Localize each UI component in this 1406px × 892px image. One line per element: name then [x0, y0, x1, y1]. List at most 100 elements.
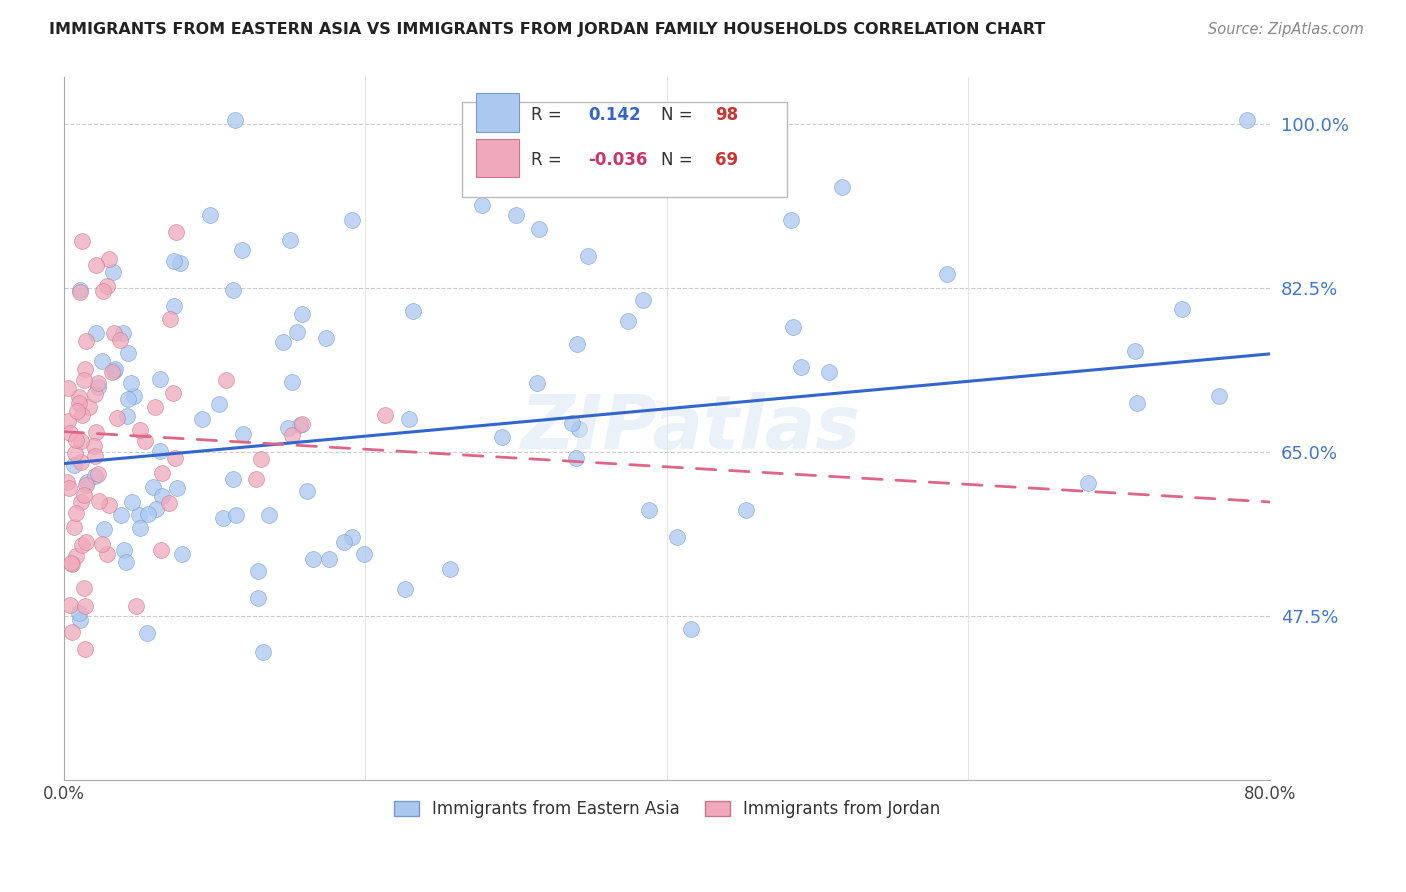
- Immigrants from Jordan: [69, 455, 91, 469]
- Immigrants from Eastern Asia: [340, 213, 363, 227]
- Immigrants from Eastern Asia: [576, 249, 599, 263]
- Immigrants from Eastern Asia: [111, 326, 134, 340]
- Immigrants from Eastern Asia: [617, 314, 640, 328]
- Immigrants from Eastern Asia: [212, 510, 235, 524]
- Immigrants from Jordan: [60, 624, 83, 639]
- Immigrants from Jordan: [143, 400, 166, 414]
- Immigrants from Jordan: [84, 387, 107, 401]
- Immigrants from Eastern Asia: [568, 422, 591, 436]
- Immigrants from Eastern Asia: [114, 556, 136, 570]
- Immigrants from Eastern Asia: [83, 469, 105, 483]
- Immigrants from Eastern Asia: [90, 354, 112, 368]
- Immigrants from Eastern Asia: [935, 267, 957, 281]
- Immigrants from Eastern Asia: [471, 198, 494, 212]
- Immigrants from Jordan: [96, 278, 118, 293]
- Immigrants from Eastern Asia: [232, 426, 254, 441]
- Immigrants from Eastern Asia: [67, 606, 90, 620]
- Immigrants from Eastern Asia: [172, 547, 194, 561]
- Immigrants from Eastern Asia: [163, 299, 186, 313]
- Immigrants from Jordan: [166, 225, 188, 239]
- Immigrants from Eastern Asia: [163, 254, 186, 268]
- Immigrants from Eastern Asia: [782, 319, 804, 334]
- Immigrants from Eastern Asia: [831, 179, 853, 194]
- Immigrants from Jordan: [59, 599, 82, 613]
- Immigrants from Eastern Asia: [149, 443, 172, 458]
- Immigrants from Jordan: [67, 395, 90, 409]
- Immigrants from Jordan: [70, 235, 93, 249]
- Immigrants from Eastern Asia: [1077, 475, 1099, 490]
- Immigrants from Jordan: [65, 507, 87, 521]
- Immigrants from Eastern Asia: [333, 535, 356, 549]
- Immigrants from Eastern Asia: [818, 365, 841, 379]
- Immigrants from Eastern Asia: [246, 564, 269, 578]
- Immigrants from Jordan: [245, 471, 267, 485]
- Immigrants from Jordan: [134, 434, 156, 449]
- Immigrants from Eastern Asia: [565, 337, 588, 351]
- Text: N =: N =: [661, 105, 693, 124]
- Immigrants from Jordan: [59, 425, 82, 440]
- Immigrants from Eastern Asia: [666, 530, 689, 544]
- Immigrants from Jordan: [98, 498, 121, 512]
- Immigrants from Eastern Asia: [1123, 343, 1146, 358]
- Immigrants from Eastern Asia: [120, 376, 142, 391]
- Immigrants from Jordan: [84, 258, 107, 272]
- Immigrants from Eastern Asia: [679, 622, 702, 636]
- Immigrants from Eastern Asia: [439, 562, 461, 576]
- Immigrants from Eastern Asia: [86, 380, 108, 394]
- Immigrants from Jordan: [89, 493, 111, 508]
- Immigrants from Eastern Asia: [505, 208, 527, 222]
- Immigrants from Eastern Asia: [128, 508, 150, 523]
- Immigrants from Jordan: [291, 417, 314, 431]
- Immigrants from Eastern Asia: [138, 507, 160, 521]
- Immigrants from Eastern Asia: [103, 364, 125, 378]
- Immigrants from Eastern Asia: [101, 265, 124, 279]
- Immigrants from Eastern Asia: [1126, 396, 1149, 410]
- Immigrants from Jordan: [58, 381, 80, 395]
- Text: Source: ZipAtlas.com: Source: ZipAtlas.com: [1208, 22, 1364, 37]
- Immigrants from Jordan: [101, 365, 124, 379]
- Immigrants from Eastern Asia: [288, 418, 311, 433]
- Immigrants from Eastern Asia: [122, 389, 145, 403]
- Immigrants from Jordan: [62, 520, 84, 534]
- Immigrants from Jordan: [150, 543, 173, 558]
- Immigrants from Eastern Asia: [353, 547, 375, 561]
- Immigrants from Eastern Asia: [117, 345, 139, 359]
- Immigrants from Eastern Asia: [222, 472, 245, 486]
- Immigrants from Eastern Asia: [491, 430, 513, 444]
- Bar: [477, 138, 519, 178]
- Immigrants from Eastern Asia: [169, 256, 191, 270]
- Immigrants from Eastern Asia: [225, 508, 247, 522]
- Immigrants from Eastern Asia: [115, 409, 138, 424]
- Immigrants from Jordan: [125, 599, 148, 613]
- Immigrants from Jordan: [83, 440, 105, 454]
- Immigrants from Jordan: [70, 409, 93, 423]
- Immigrants from Eastern Asia: [257, 508, 280, 523]
- Immigrants from Eastern Asia: [200, 208, 222, 222]
- Immigrants from Jordan: [73, 373, 96, 387]
- FancyBboxPatch shape: [463, 102, 787, 197]
- Immigrants from Jordan: [59, 556, 82, 570]
- Text: N =: N =: [661, 152, 693, 169]
- Immigrants from Eastern Asia: [1236, 112, 1258, 127]
- Immigrants from Eastern Asia: [527, 222, 550, 236]
- Immigrants from Eastern Asia: [565, 451, 588, 466]
- Immigrants from Jordan: [67, 390, 90, 404]
- Text: 0.142: 0.142: [589, 105, 641, 124]
- Immigrants from Jordan: [69, 434, 91, 448]
- Immigrants from Jordan: [157, 495, 180, 509]
- Immigrants from Jordan: [75, 642, 97, 657]
- Immigrants from Jordan: [56, 475, 79, 490]
- Immigrants from Jordan: [70, 538, 93, 552]
- Immigrants from Eastern Asia: [252, 645, 274, 659]
- Immigrants from Jordan: [98, 252, 121, 267]
- Immigrants from Eastern Asia: [145, 502, 167, 516]
- Text: 69: 69: [716, 152, 738, 169]
- Bar: [477, 93, 519, 131]
- Immigrants from Eastern Asia: [394, 582, 416, 596]
- Immigrants from Eastern Asia: [69, 283, 91, 297]
- Immigrants from Eastern Asia: [117, 392, 139, 406]
- Immigrants from Jordan: [63, 446, 86, 460]
- Immigrants from Jordan: [162, 385, 184, 400]
- Immigrants from Eastern Asia: [69, 613, 91, 627]
- Immigrants from Jordan: [86, 425, 108, 440]
